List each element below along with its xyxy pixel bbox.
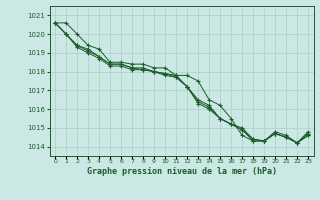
X-axis label: Graphe pression niveau de la mer (hPa): Graphe pression niveau de la mer (hPa) xyxy=(87,167,276,176)
